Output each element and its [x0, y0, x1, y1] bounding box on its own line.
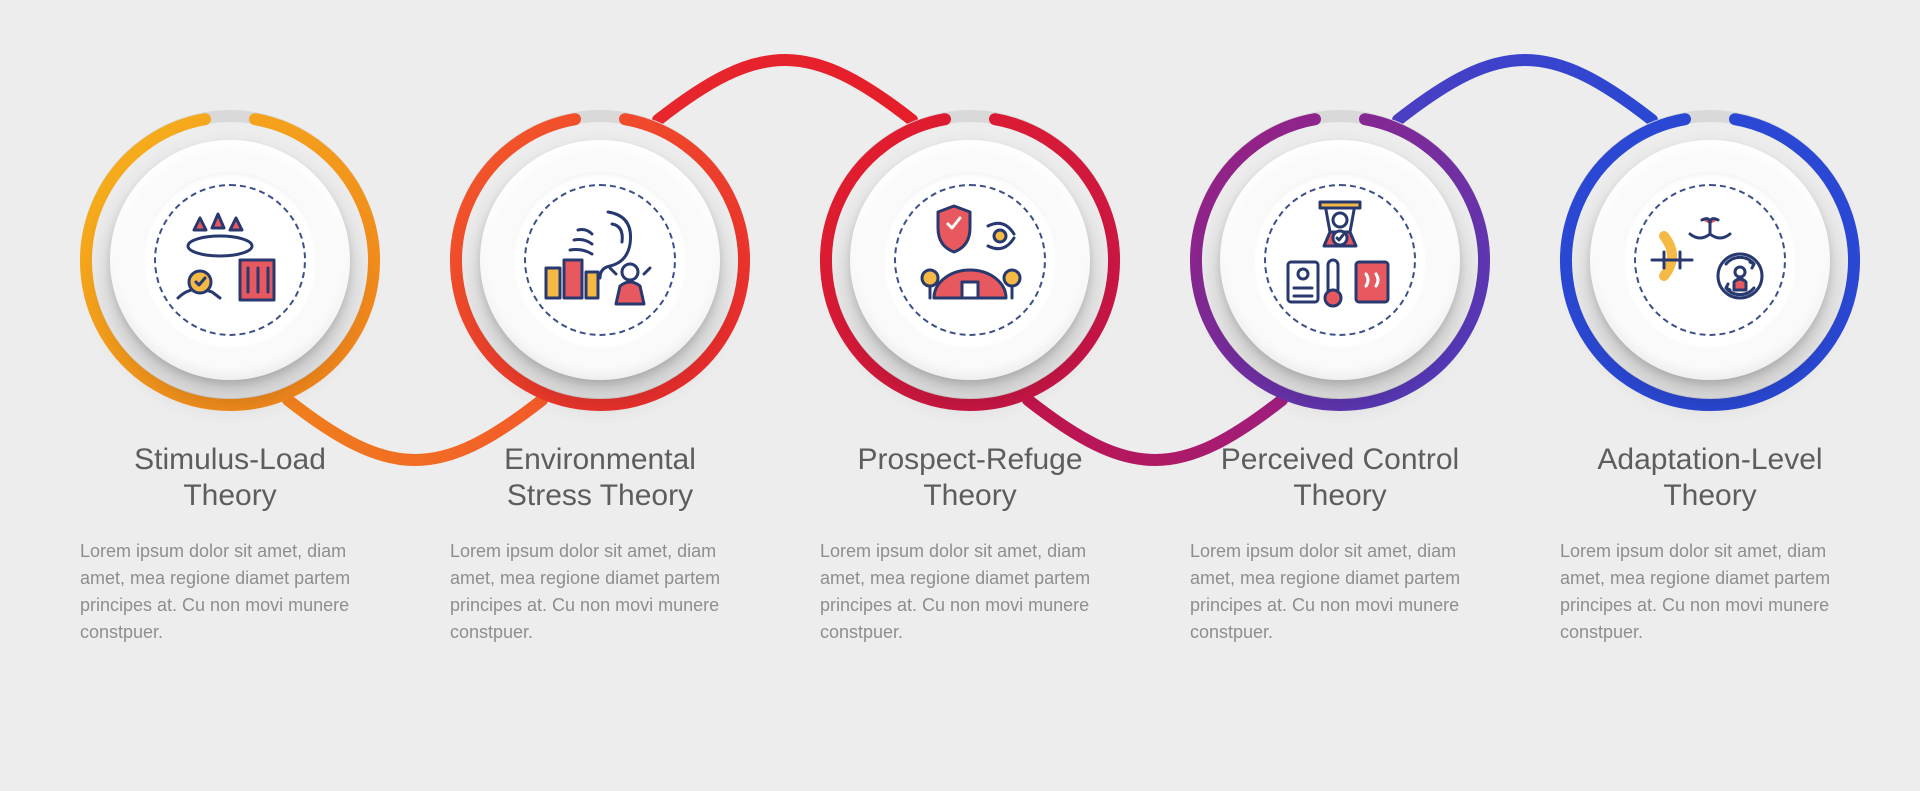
node-2-title: Environmental Stress Theory	[450, 442, 750, 514]
ear-noise-icon	[530, 190, 670, 330]
node-3-circle	[820, 110, 1120, 410]
adapt-cycle-icon	[1640, 190, 1780, 330]
node-perceived-control: Perceived Control Theory Lorem ipsum dol…	[1190, 110, 1490, 646]
node-4-circle	[1190, 110, 1490, 410]
node-5-circle	[1560, 110, 1860, 410]
node-1-title: Stimulus-Load Theory	[80, 442, 380, 514]
node-adaptation-level: Adaptation-Level Theory Lorem ipsum dolo…	[1560, 110, 1860, 646]
control-hvac-icon	[1270, 190, 1410, 330]
nature-city-icon	[160, 190, 300, 330]
node-stimulus-load: Stimulus-Load Theory Lorem ipsum dolor s…	[80, 110, 380, 646]
shield-shelter-icon	[900, 190, 1040, 330]
node-4-body: Lorem ipsum dolor sit amet, diam amet, m…	[1190, 538, 1490, 646]
node-3-body: Lorem ipsum dolor sit amet, diam amet, m…	[820, 538, 1120, 646]
node-2-body: Lorem ipsum dolor sit amet, diam amet, m…	[450, 538, 750, 646]
node-1-circle	[80, 110, 380, 410]
node-1-body: Lorem ipsum dolor sit amet, diam amet, m…	[80, 538, 380, 646]
node-3-title: Prospect-Refuge Theory	[820, 442, 1120, 514]
infographic-stage: Stimulus-Load Theory Lorem ipsum dolor s…	[0, 0, 1920, 791]
node-2-circle	[450, 110, 750, 410]
node-5-body: Lorem ipsum dolor sit amet, diam amet, m…	[1560, 538, 1860, 646]
node-prospect-refuge: Prospect-Refuge Theory Lorem ipsum dolor…	[820, 110, 1120, 646]
node-4-title: Perceived Control Theory	[1190, 442, 1490, 514]
node-environmental-stress: Environmental Stress Theory Lorem ipsum …	[450, 110, 750, 646]
node-5-title: Adaptation-Level Theory	[1560, 442, 1860, 514]
